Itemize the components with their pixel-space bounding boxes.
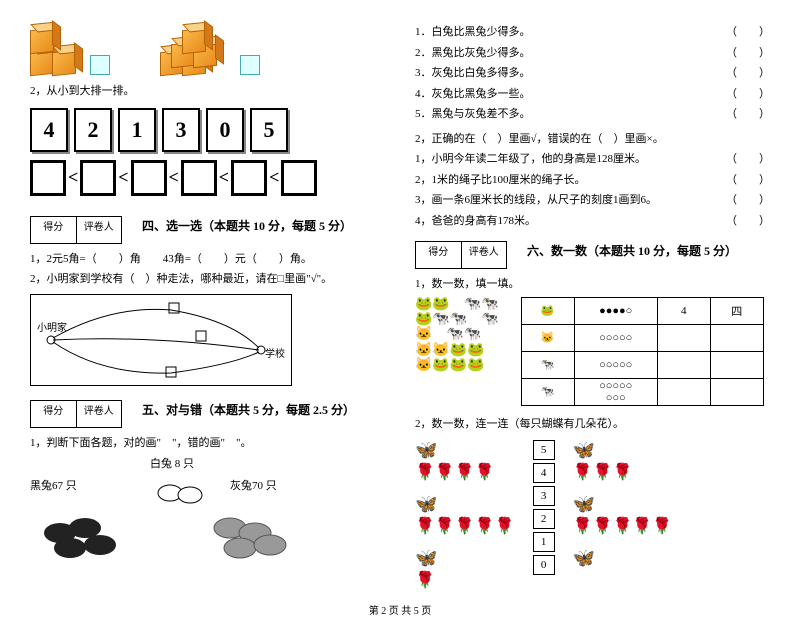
- answer-box[interactable]: [240, 55, 260, 75]
- tf-list: 1．白兔比黑兔少得多。（ ） 2．黑兔比灰兔少得多。（ ） 3．灰兔比白兔多得多…: [415, 24, 770, 123]
- card: 4: [30, 108, 68, 152]
- cube-figures: [30, 20, 385, 75]
- count-animals: 🐸🐸 🐄🐄 🐸🐄🐄 🐄 🐱 🐄🐄 🐱🐱🐸🐸 🐱🐸🐸🐸 🐸●●●●○4四 🐱○○○…: [415, 297, 770, 406]
- score-box: 得分评卷人: [30, 216, 122, 244]
- number-cards: 4 2 1 3 0 5: [30, 108, 385, 152]
- q6-1: 1，数一数，填一填。: [415, 276, 770, 293]
- score-box: 得分评卷人: [415, 241, 507, 269]
- count-table[interactable]: 🐸●●●●○4四 🐱○○○○○ 🐄○○○○○ 🐄○○○○○ ○○○: [521, 297, 764, 406]
- q5-1: 1，判断下面各题，对的画" "，错的画" "。: [30, 435, 385, 452]
- q6-2: 2，数一数，连一连（每只蝴蝶有几朵花）。: [415, 416, 770, 433]
- card: 5: [250, 108, 288, 152]
- butterfly-match[interactable]: 🦋🌹🌹🌹🌹 🦋🌹🌹🌹🌹🌹 🦋🌹 5 4 3 2 1 0 🦋🌹🌹🌹 🦋🌹🌹🌹🌹🌹 …: [415, 440, 770, 590]
- path-diagram: 小明家 学校: [30, 294, 292, 386]
- section-4-title: 四、选一选（本题共 10 分，每题 5 分）: [142, 217, 352, 234]
- q2-head: 2，正确的在（ ）里画√，错误的在（ ）里画×。: [415, 131, 770, 148]
- page-footer: 第 2 页 共 5 页: [20, 602, 780, 617]
- card: 2: [74, 108, 112, 152]
- q2-sort-text: 2，从小到大排一排。: [30, 83, 385, 100]
- card: 1: [118, 108, 156, 152]
- q4-1: 1，2元5角=（ ）角 43角=（ ）元（ ）角。: [30, 251, 385, 268]
- card: 3: [162, 108, 200, 152]
- section-6-title: 六、数一数（本题共 10 分，每题 5 分）: [527, 242, 737, 259]
- home-label: 小明家: [37, 319, 67, 334]
- card: 0: [206, 108, 244, 152]
- answer-box[interactable]: [90, 55, 110, 75]
- school-label: 学校: [265, 345, 285, 360]
- ordering-chain[interactable]: < < < < <: [30, 160, 385, 196]
- score-box: 得分评卷人: [30, 400, 122, 428]
- q4-2: 2，小明家到学校有（ ）种走法，哪种最近，请在□里画"√"。: [30, 271, 385, 288]
- rabbit-illustration: 白兔 8 只 黑兔67 只 灰兔70 只: [30, 455, 385, 575]
- section-5-title: 五、对与错（本题共 5 分，每题 2.5 分）: [142, 401, 355, 418]
